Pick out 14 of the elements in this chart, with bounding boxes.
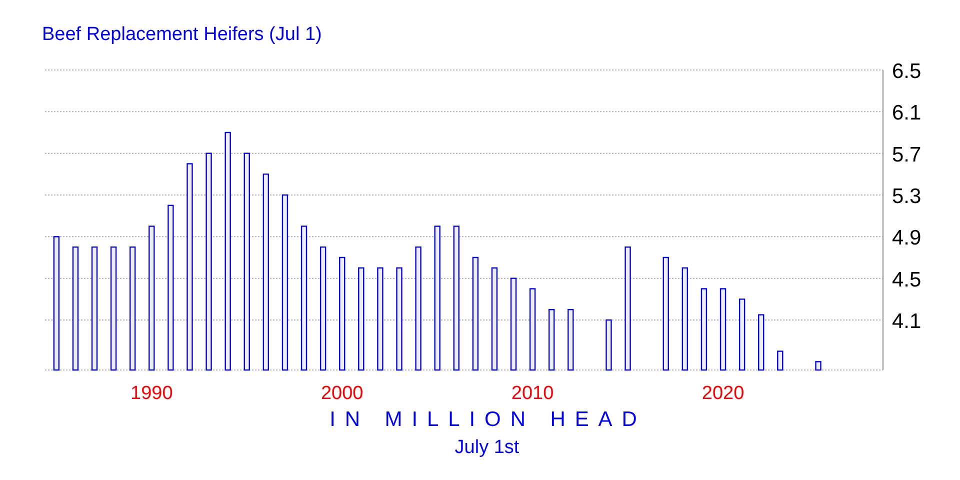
x-tick-label: 1990 xyxy=(130,383,173,404)
x-tick-label: 2000 xyxy=(320,383,364,404)
x-axis-title: IN MILLION HEAD xyxy=(330,408,646,431)
y-tick-label: 4.9 xyxy=(892,226,922,250)
x-tick-label: 2010 xyxy=(511,383,554,404)
y-tick-label: 5.3 xyxy=(892,184,922,208)
y-tick-label: 4.5 xyxy=(892,268,922,292)
y-tick-label: 6.1 xyxy=(892,102,922,125)
text: July 1st xyxy=(454,437,520,458)
y-tick-label: 4.1 xyxy=(892,310,922,333)
y-tick-label: 6.5 xyxy=(892,60,922,83)
chart-title: Beef Replacement Heifers (Jul 1) xyxy=(42,24,322,45)
x-tick-label: 2020 xyxy=(702,383,744,404)
y-tick-label: 5.7 xyxy=(892,143,922,166)
